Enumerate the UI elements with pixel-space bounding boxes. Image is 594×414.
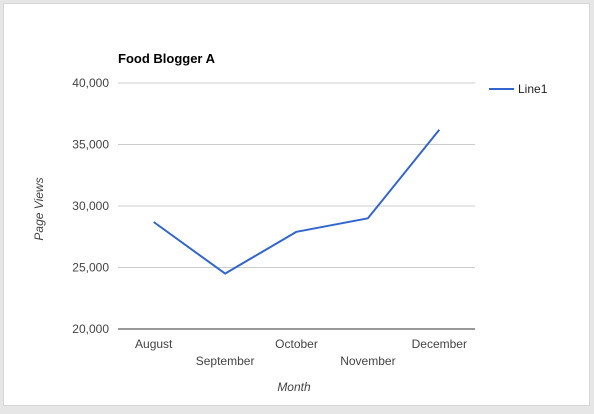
- series-group: [151, 127, 442, 277]
- chart-title: Food Blogger A: [118, 51, 216, 66]
- x-tick-label: November: [340, 354, 395, 368]
- y-tick-label: 35,000: [72, 138, 109, 152]
- y-axis-title: Page Views: [32, 177, 46, 240]
- y-axis-ticks: 20,000 25,000 30,000 35,000 40,000: [72, 76, 109, 336]
- data-point[interactable]: [436, 127, 442, 133]
- x-axis-title: Month: [277, 380, 311, 394]
- data-point[interactable]: [294, 229, 300, 235]
- y-tick-label: 30,000: [72, 199, 109, 213]
- x-tick-label: December: [412, 337, 467, 351]
- series-line: [153, 129, 441, 275]
- y-tick-label: 25,000: [72, 261, 109, 275]
- data-point[interactable]: [222, 271, 228, 277]
- data-point[interactable]: [365, 215, 371, 221]
- legend-label: Line1: [518, 82, 548, 96]
- x-tick-label: August: [135, 337, 173, 351]
- gridlines: [118, 82, 475, 330]
- line-chart: Food Blogger A 20,000 25,000 30,000 35,000 4…: [32, 51, 548, 394]
- y-tick-label: 40,000: [72, 76, 109, 90]
- x-tick-label: October: [275, 337, 318, 351]
- y-tick-label: 20,000: [72, 322, 109, 336]
- chart-frame: Food Blogger A 20,000 25,000 30,000 35,000 4…: [3, 3, 590, 406]
- legend[interactable]: Line1: [489, 82, 548, 96]
- x-axis-ticks: August September October November December: [135, 337, 467, 368]
- data-point[interactable]: [151, 219, 157, 225]
- x-tick-label: September: [196, 354, 255, 368]
